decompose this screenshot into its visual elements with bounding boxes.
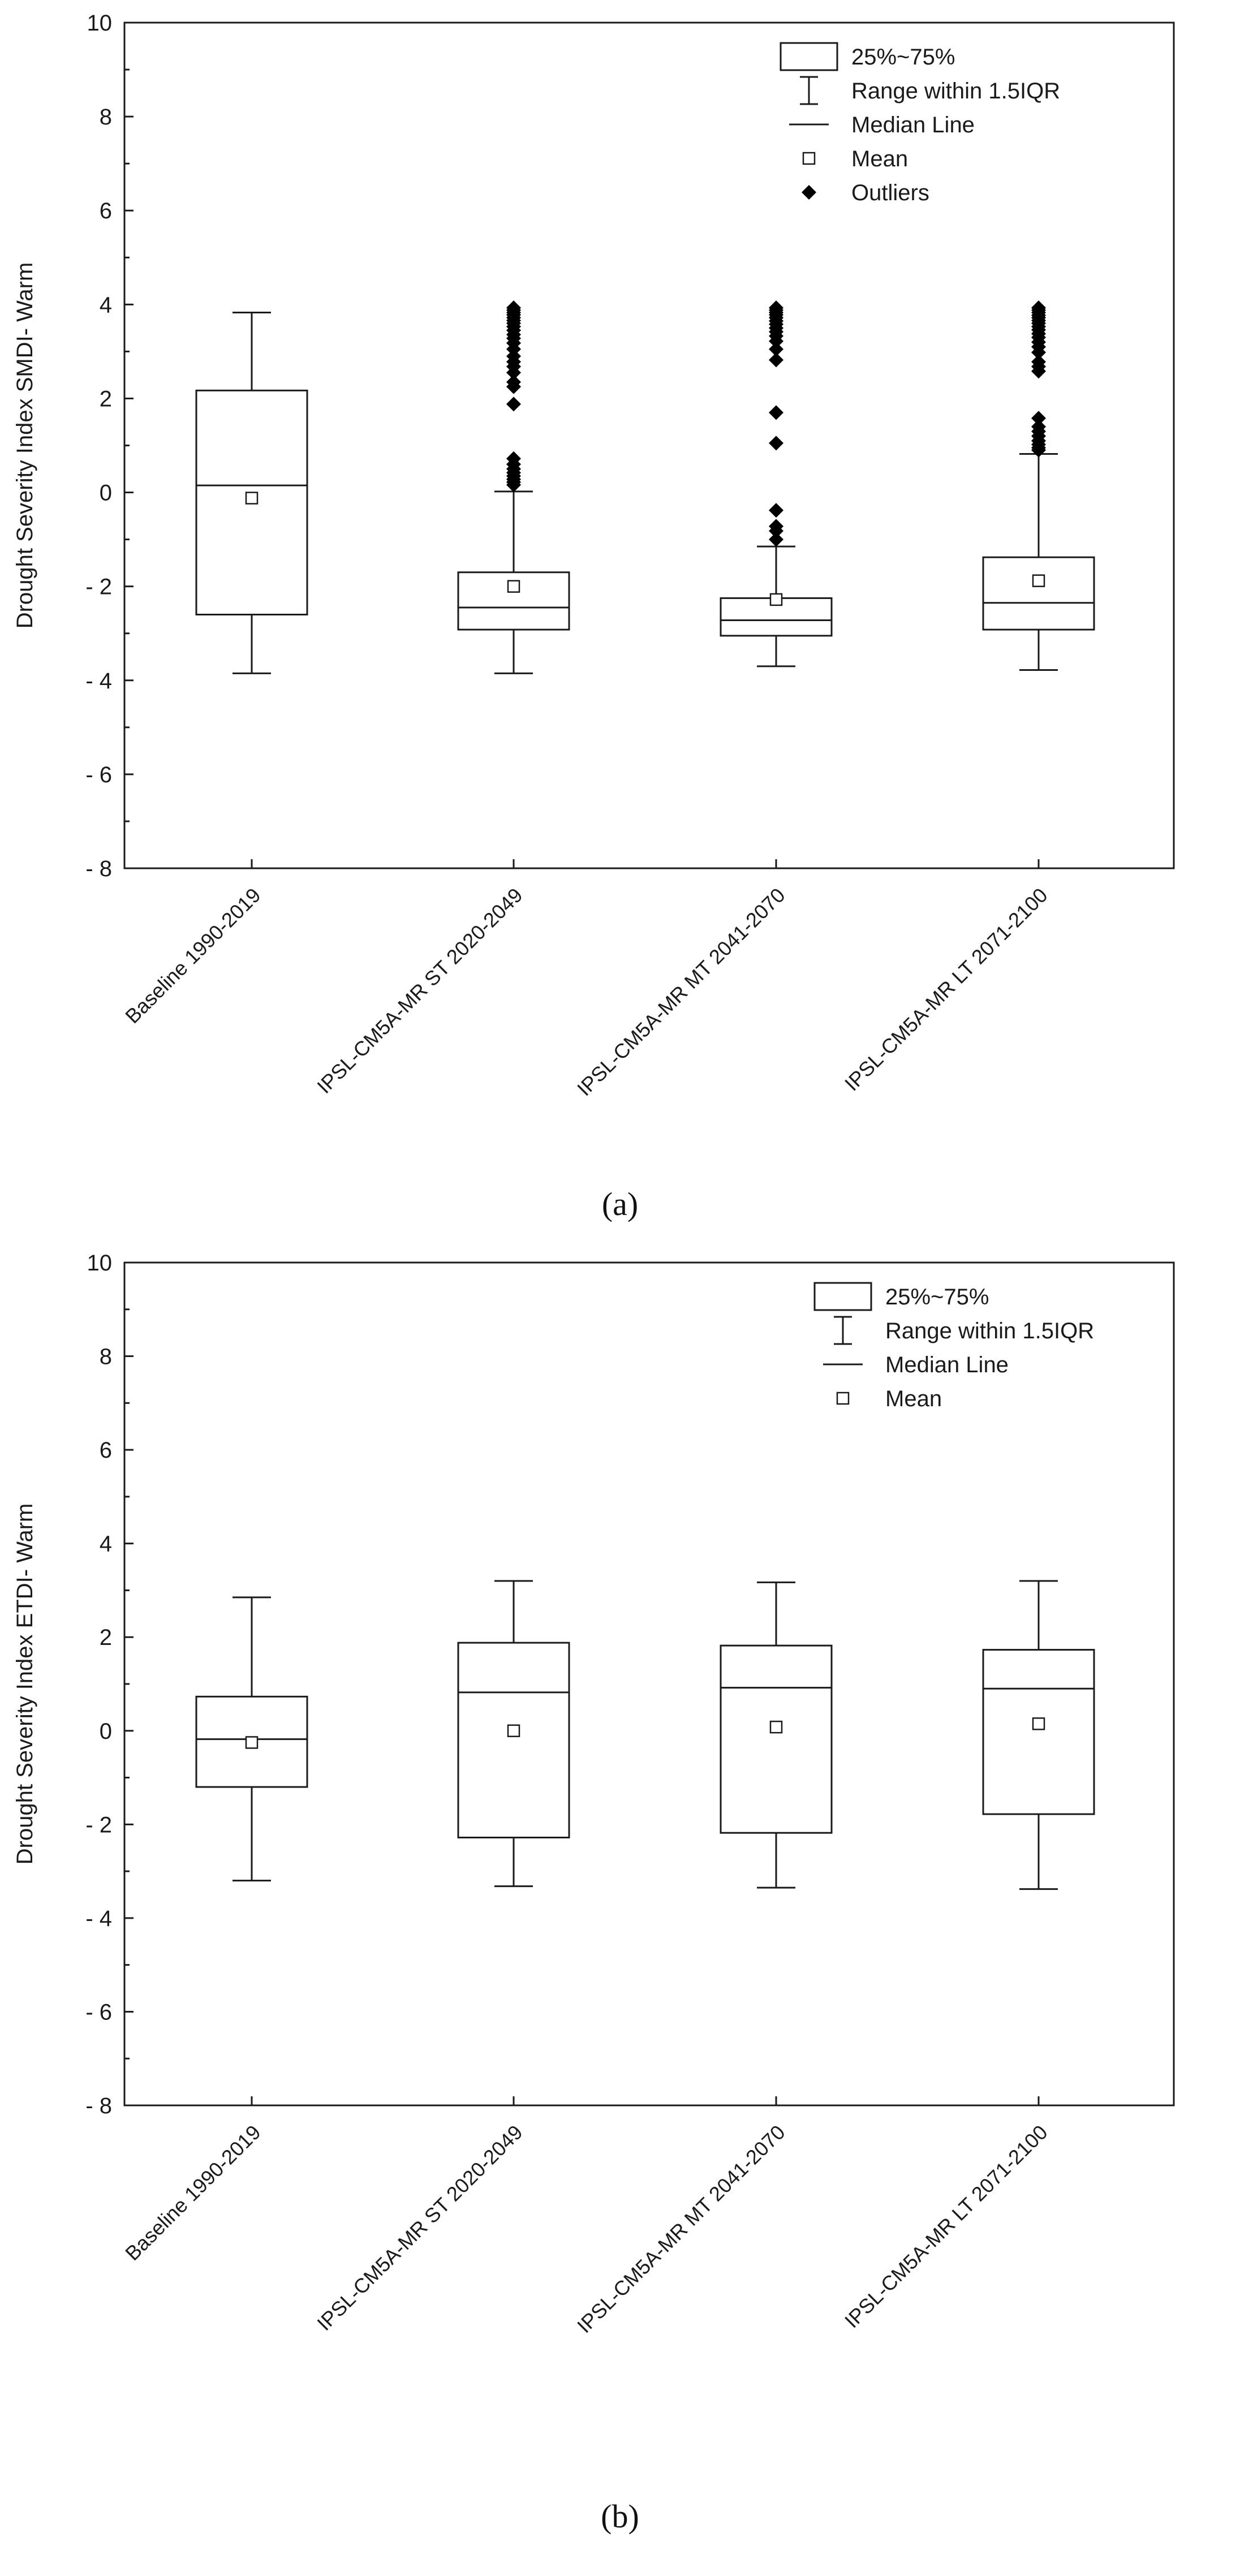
outlier-point — [769, 352, 783, 368]
mean-marker — [245, 492, 259, 505]
mean-marker — [1032, 574, 1045, 587]
legend: 25%~75% Range within 1.5IQR Median Line Mea… — [813, 1282, 1094, 1411]
panel-caption: (a) — [602, 1186, 638, 1222]
y-tick-label: 6 — [100, 1438, 112, 1463]
chart-panel-b: 10 8 6 4 2 0 - 2 - 4 - 6 - 8 Drought Severity Inde… — [12, 1251, 1175, 2535]
y-axis: 10 8 6 4 2 0 - 2 - 4 - 6 - 8 — [85, 11, 134, 881]
x-axis: Baseline 1990-2019 IPSL-CM5A-MR ST 2020-2… — [120, 2096, 1052, 2337]
x-tick-label: IPSL-CM5A-MR MT 2041-2070 — [572, 884, 790, 1101]
mean-marker — [769, 1720, 783, 1734]
y-tick-label: - 6 — [85, 763, 112, 787]
legend-label-box: 25%~75% — [885, 1285, 989, 1309]
y-tick-label: 10 — [87, 1251, 113, 1276]
panel-caption: (b) — [601, 2498, 639, 2535]
y-tick-label: 0 — [100, 1719, 112, 1744]
legend-mean-icon — [802, 152, 816, 165]
y-axis-title: Drought Severity Index SMDI- Warm — [12, 262, 37, 629]
legend-label-range: Range within 1.5IQR — [851, 79, 1060, 104]
y-tick-label: - 8 — [85, 2093, 112, 2118]
y-tick-label: 4 — [100, 292, 112, 317]
outlier-point — [1031, 411, 1046, 426]
legend-outlier-icon — [802, 185, 816, 200]
legend: 25%~75% Range within 1.5IQR Median Line Mea… — [780, 42, 1060, 205]
outlier-point — [769, 523, 783, 539]
outlier-point — [506, 477, 521, 493]
y-tick-label: - 8 — [85, 856, 112, 881]
iqr-box — [982, 1649, 1095, 1815]
y-tick-label: 2 — [100, 1625, 112, 1650]
outlier-point — [1031, 364, 1046, 379]
chart-panel-a: 10 8 6 4 2 0 - 2 - 4 - 6 - 8 Drought Severity Inde… — [12, 11, 1175, 1222]
iqr-box — [982, 556, 1095, 631]
y-tick-label: 2 — [100, 386, 112, 411]
box-group — [457, 1580, 570, 1888]
legend-label-mean: Mean — [885, 1386, 942, 1411]
legend-label-box: 25%~75% — [851, 45, 955, 70]
y-tick-label: - 2 — [85, 1812, 112, 1837]
legend-mean-icon — [836, 1392, 850, 1405]
legend-box-swatch — [813, 1282, 872, 1311]
iqr-box — [457, 1642, 570, 1839]
outlier-point — [1031, 442, 1046, 458]
mean-marker — [1032, 1717, 1045, 1730]
y-tick-label: 8 — [100, 1345, 112, 1369]
outlier-point — [769, 342, 783, 357]
y-tick-label: - 6 — [85, 2000, 112, 2024]
x-tick-label: IPSL-CM5A-MR ST 2020-2049 — [312, 2121, 527, 2335]
outlier-point — [769, 503, 783, 518]
outlier-point — [769, 334, 783, 349]
box-group — [195, 1596, 308, 1882]
outlier-point — [506, 397, 521, 412]
y-tick-label: 8 — [100, 105, 112, 130]
legend-label-outliers: Outliers — [851, 180, 929, 205]
mean-marker — [769, 593, 783, 606]
y-axis-title: Drought Severity Index ETDI- Warm — [12, 1504, 37, 1865]
outlier-point — [1031, 345, 1046, 360]
y-tick-label: - 2 — [85, 575, 112, 600]
y-tick-label: 4 — [100, 1532, 112, 1557]
x-tick-label: Baseline 1990-2019 — [120, 2121, 265, 2265]
y-tick-label: 10 — [87, 11, 113, 36]
outlier-point — [769, 532, 783, 547]
x-axis: Baseline 1990-2019 IPSL-CM5A-MR ST 2020-2… — [120, 859, 1052, 1100]
x-tick-label: IPSL-CM5A-MR MT 2041-2070 — [572, 2121, 790, 2338]
legend-label-median: Median Line — [885, 1352, 1009, 1377]
box-group — [720, 1581, 833, 1889]
mean-marker — [507, 1724, 520, 1738]
legend-label-median: Median Line — [851, 113, 975, 137]
mean-marker — [245, 1736, 259, 1749]
iqr-box — [720, 1644, 833, 1834]
box-group — [982, 300, 1095, 671]
legend-label-mean: Mean — [851, 147, 908, 171]
y-tick-label: 6 — [100, 199, 112, 223]
x-tick-label: IPSL-CM5A-MR ST 2020-2049 — [312, 884, 527, 1098]
outlier-point — [769, 436, 783, 451]
box-group — [195, 311, 308, 674]
legend-box-swatch — [780, 42, 838, 71]
box-group — [720, 300, 833, 667]
outlier-point — [769, 405, 783, 420]
mean-marker — [507, 580, 520, 593]
y-tick-label: - 4 — [85, 1906, 112, 1931]
y-tick-label: - 4 — [85, 669, 112, 693]
y-axis: 10 8 6 4 2 0 - 2 - 4 - 6 - 8 — [85, 1251, 134, 2118]
box-group — [457, 300, 570, 674]
x-tick-label: IPSL-CM5A-MR LT 2071-2100 — [840, 884, 1052, 1096]
outlier-point — [506, 365, 521, 380]
legend-label-range: Range within 1.5IQR — [885, 1319, 1094, 1343]
outlier-point — [506, 379, 521, 394]
box-group — [982, 1580, 1095, 1890]
x-tick-label: Baseline 1990-2019 — [120, 884, 265, 1028]
y-tick-label: 0 — [100, 481, 112, 506]
x-tick-label: IPSL-CM5A-MR LT 2071-2100 — [840, 2121, 1052, 2333]
